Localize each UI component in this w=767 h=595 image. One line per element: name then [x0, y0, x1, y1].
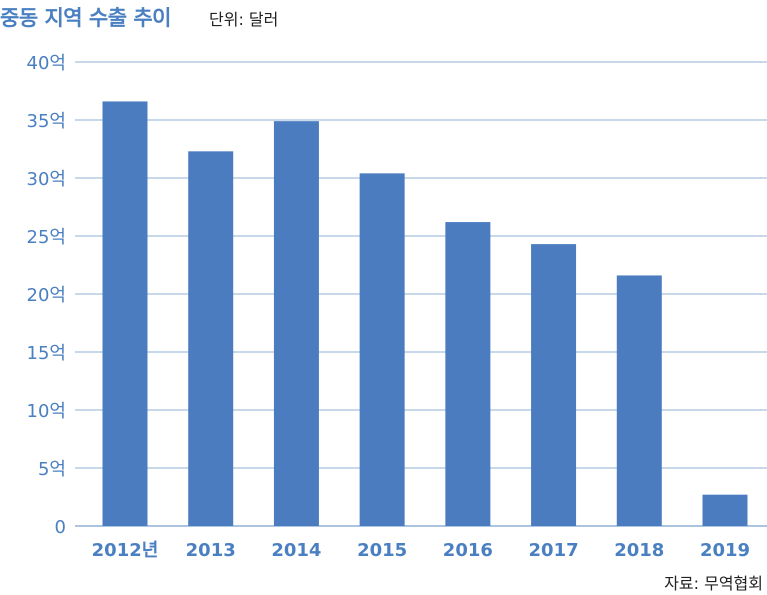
bar-2018 [616, 275, 662, 526]
y-tick-label: 25억 [27, 227, 66, 248]
bar-2017 [531, 244, 577, 526]
x-tick-label: 2018 [614, 540, 664, 561]
y-tick-label: 5억 [38, 459, 66, 480]
y-tick-label: 10억 [27, 401, 66, 422]
bar-2015 [359, 173, 405, 527]
x-tick-label: 2012년 [92, 540, 159, 561]
unit-label: 단위: 달러 [209, 10, 279, 29]
y-tick-label: 40억 [27, 53, 66, 74]
x-tick-label: 2019 [700, 540, 750, 561]
bar-2014 [273, 121, 319, 526]
x-tick-label: 2017 [529, 540, 579, 561]
x-tick-label: 2015 [357, 540, 407, 561]
bar-2019 [702, 494, 748, 526]
y-tick-label: 0 [55, 517, 66, 538]
x-tick-label: 2013 [186, 540, 236, 561]
x-tick-label: 2014 [271, 540, 321, 561]
x-tick-label: 2016 [443, 540, 493, 561]
y-tick-label: 20억 [27, 285, 66, 306]
y-tick-label: 15억 [27, 343, 66, 364]
bar-2012년 [102, 101, 148, 526]
chart-title: 중동 지역 수출 추이 [0, 6, 172, 30]
source-label: 자료: 무역협회 [664, 574, 763, 593]
y-tick-label: 35억 [27, 111, 66, 132]
bar-2013 [188, 151, 234, 526]
bar-2016 [445, 222, 491, 526]
y-tick-label: 30억 [27, 169, 66, 190]
